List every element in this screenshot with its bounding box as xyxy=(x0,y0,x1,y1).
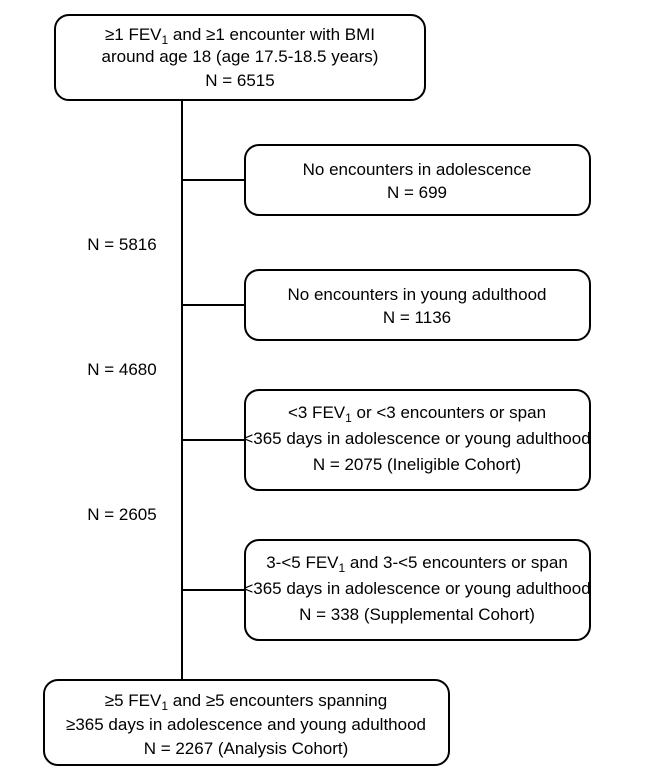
excl2-line2: N = 1136 xyxy=(383,308,451,327)
end-line1: ≥5 FEV1 and ≥5 encounters spanning xyxy=(105,691,387,713)
count-2: N = 4680 xyxy=(87,360,156,379)
start-line3: N = 6515 xyxy=(205,71,274,90)
excl3-line2: <365 days in adolescence or young adulth… xyxy=(243,429,590,448)
start-line2: around age 18 (age 17.5-18.5 years) xyxy=(102,47,379,66)
excl1-line1: No encounters in adolescence xyxy=(303,160,532,179)
count-1: N = 5816 xyxy=(87,235,156,254)
excl4-line2: <365 days in adolescence or young adulth… xyxy=(243,579,590,598)
excl4-line1: 3-<5 FEV1 and 3-<5 encounters or span xyxy=(266,553,568,575)
excl3-line1: <3 FEV1 or <3 encounters or span xyxy=(288,403,546,425)
excl4-line3: N = 338 (Supplemental Cohort) xyxy=(299,605,535,624)
excl1-box xyxy=(245,145,590,215)
count-3: N = 2605 xyxy=(87,505,156,524)
end-line3: N = 2267 (Analysis Cohort) xyxy=(144,739,349,758)
excl1-line2: N = 699 xyxy=(387,183,447,202)
excl2-box xyxy=(245,270,590,340)
excl3-line3: N = 2075 (Ineligible Cohort) xyxy=(313,455,521,474)
excl2-line1: No encounters in young adulthood xyxy=(288,285,547,304)
end-line2: ≥365 days in adolescence and young adult… xyxy=(66,715,426,734)
start-line1: ≥1 FEV1 and ≥1 encounter with BMI xyxy=(105,25,375,47)
